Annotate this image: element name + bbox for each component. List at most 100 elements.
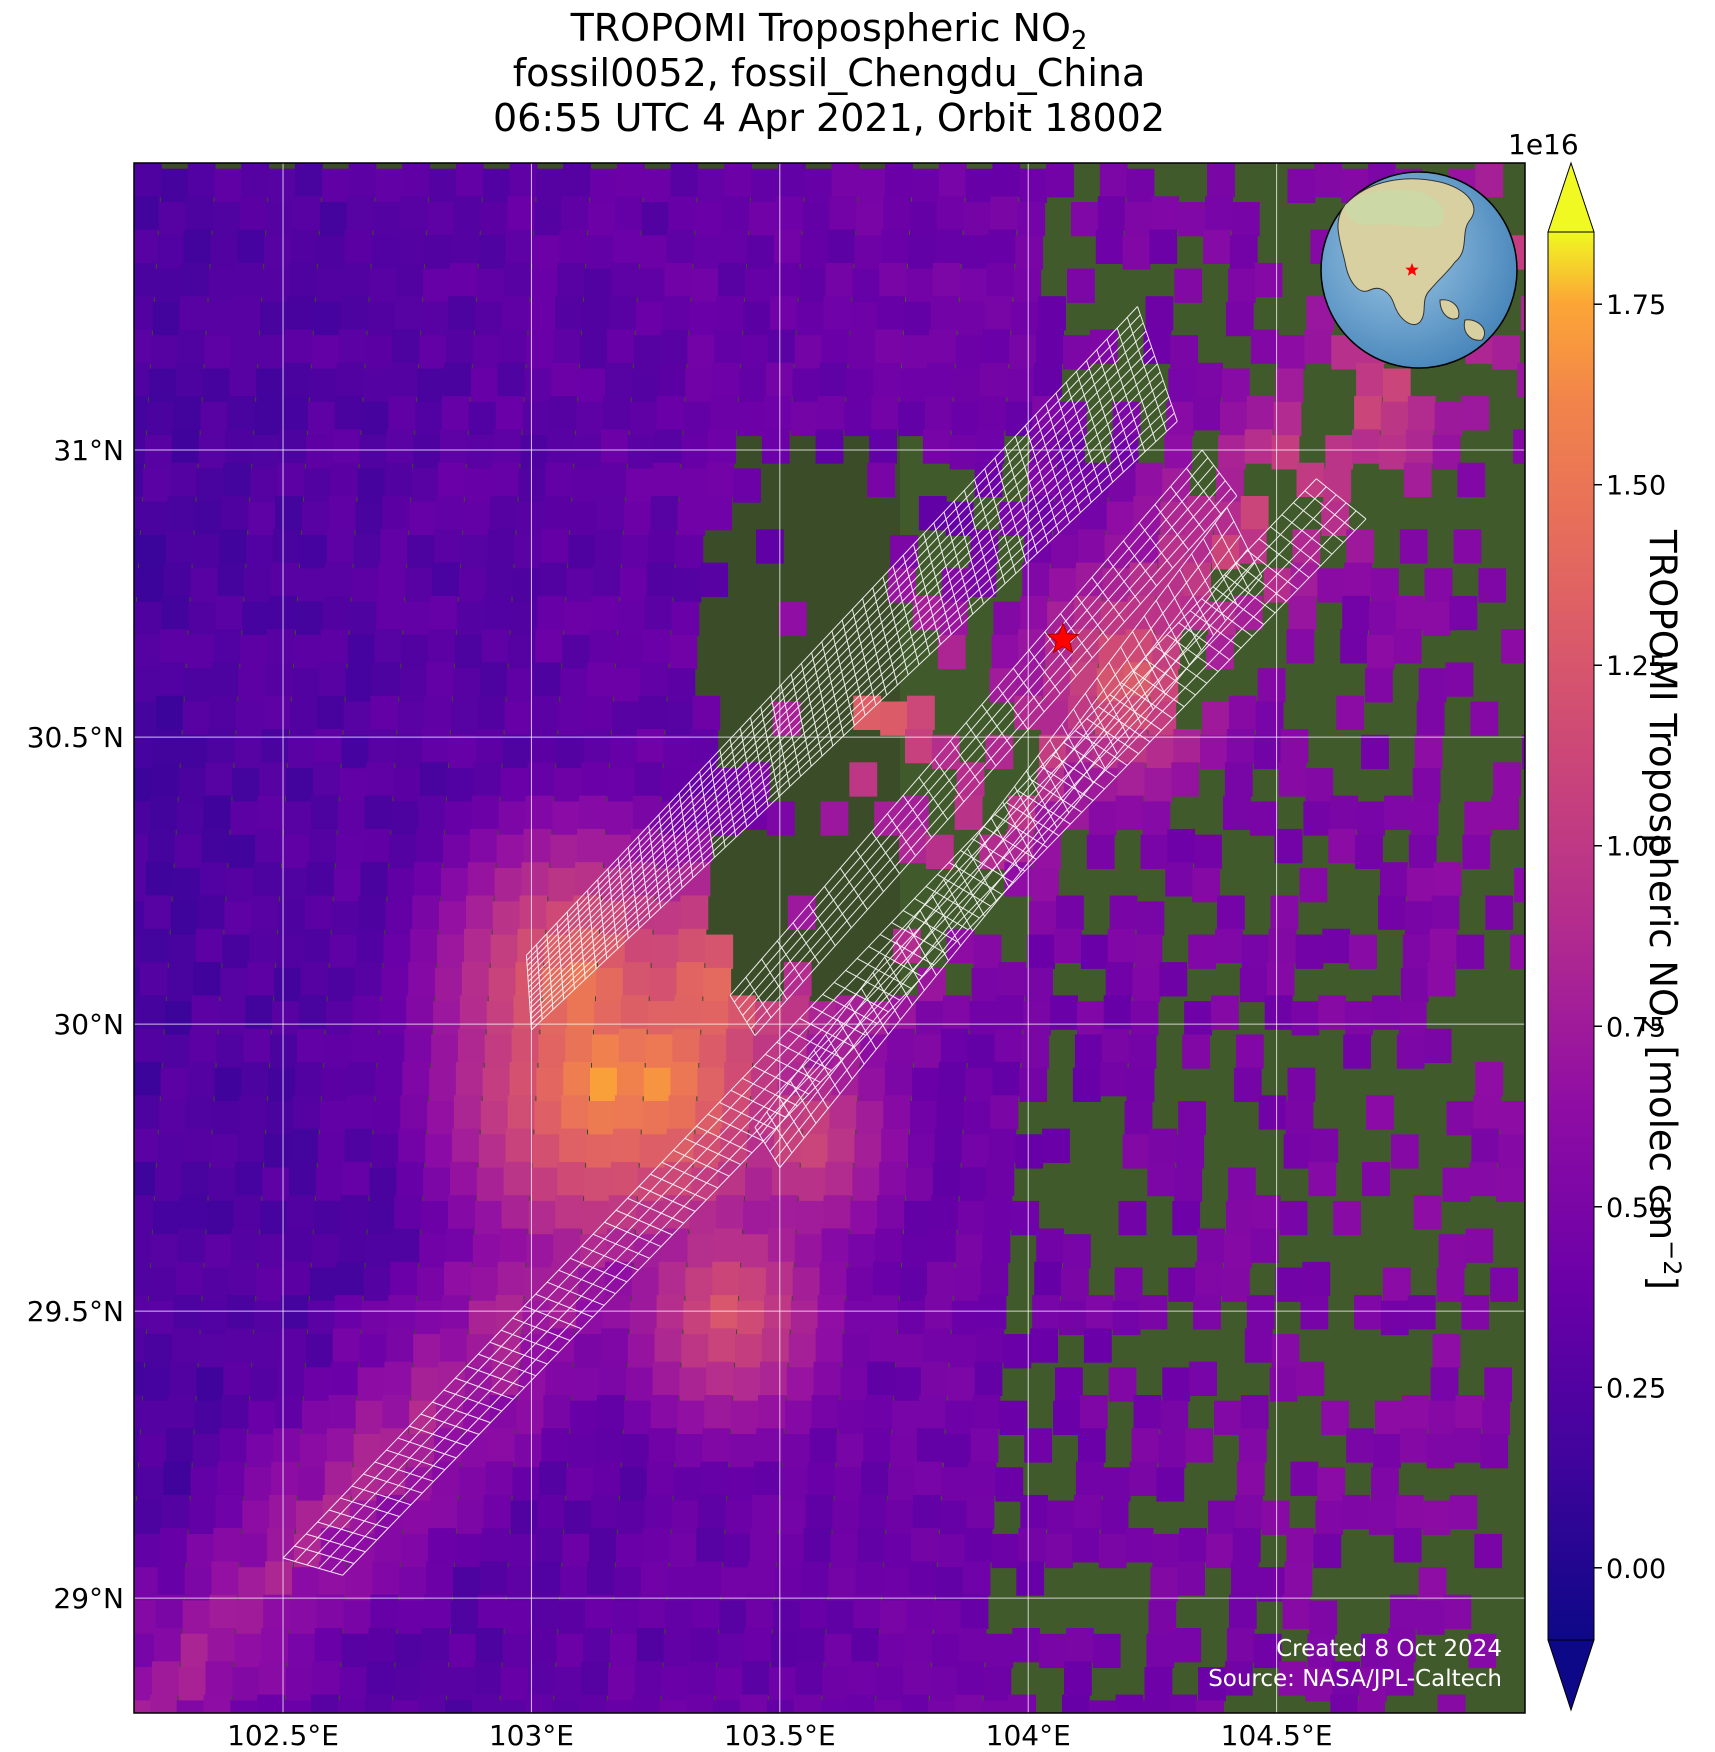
no2-pixel <box>850 1200 879 1236</box>
no2-pixel <box>430 1494 458 1530</box>
no2-pixel <box>334 1295 363 1330</box>
no2-pixel <box>434 529 462 564</box>
no2-pixel <box>653 901 682 936</box>
no2-pixel <box>260 1200 288 1236</box>
no2-pixel <box>440 1328 468 1363</box>
no2-pixel <box>134 429 146 464</box>
no2-pixel <box>581 1661 609 1696</box>
no2-pixel <box>749 202 777 237</box>
no2-pixel <box>926 1734 954 1752</box>
no2-pixel <box>679 468 708 503</box>
no2-pixel <box>1077 529 1106 564</box>
no2-pixel <box>613 1567 642 1602</box>
no2-pixel <box>121 1734 149 1752</box>
no2-pixel <box>824 1633 853 1669</box>
no2-pixel <box>788 1334 817 1369</box>
no2-pixel <box>363 1267 392 1302</box>
no2-pixel <box>652 1361 681 1396</box>
no2-pixel <box>670 163 699 198</box>
no2-pixel <box>94 1728 122 1752</box>
no2-pixel <box>163 562 192 597</box>
no2-pixel <box>437 934 465 969</box>
no2-pixel <box>153 729 182 764</box>
no2-pixel <box>149 1694 178 1713</box>
no2-pixel <box>1253 734 1282 770</box>
no2-pixel <box>452 668 481 703</box>
no2-pixel <box>396 262 425 298</box>
no2-pixel <box>1464 801 1493 836</box>
no2-pixel <box>1195 362 1223 398</box>
no2-pixel <box>480 1101 509 1136</box>
no2-pixel <box>205 1661 234 1696</box>
no2-pixel <box>181 262 210 298</box>
no2-pixel <box>240 634 269 670</box>
no2-pixel <box>1257 1567 1286 1602</box>
no2-pixel <box>1107 928 1136 964</box>
no2-pixel <box>256 1267 284 1302</box>
no2-pixel <box>1433 862 1462 897</box>
no2-pixel <box>397 1600 426 1635</box>
no2-pixel <box>931 1633 960 1669</box>
no2-pixel <box>284 1700 312 1713</box>
no2-pixel <box>606 329 635 364</box>
no2-pixel <box>846 368 875 403</box>
no2-pixel <box>420 1661 448 1696</box>
no2-pixel <box>161 595 190 631</box>
no2-pixel <box>605 1700 634 1713</box>
no2-pixel <box>1024 1428 1052 1463</box>
no2-pixel <box>467 862 496 897</box>
no2-pixel <box>627 435 656 470</box>
no2-pixel <box>882 1567 910 1602</box>
no2-pixel <box>273 1428 301 1463</box>
no2-pixel <box>521 862 550 897</box>
no2-pixel <box>823 296 852 331</box>
no2-pixel <box>754 1461 782 1496</box>
no2-pixel <box>1266 962 1295 997</box>
no2-pixel <box>182 1600 211 1635</box>
no2-pixel <box>553 1228 582 1263</box>
no2-pixel <box>577 1728 605 1752</box>
no2-pixel <box>1208 1500 1236 1535</box>
no2-pixel <box>613 668 642 703</box>
no2-pixel <box>157 1561 186 1596</box>
no2-pixel <box>1239 967 1268 1003</box>
no2-pixel <box>640 662 669 697</box>
lat-lon-gridlines <box>134 163 1525 1713</box>
source-credit: Source: NASA/JPL-Caltech <box>1208 1666 1502 1692</box>
no2-pixel <box>1273 401 1302 437</box>
no2-pixel <box>778 601 807 636</box>
no2-pixel <box>210 1134 239 1169</box>
no2-pixel <box>725 1500 753 1535</box>
no2-pixel <box>967 1034 996 1069</box>
no2-pixel <box>1404 901 1433 936</box>
no2-pixel <box>164 1001 193 1036</box>
no2-pixel <box>134 1361 144 1396</box>
no2-pixel <box>1225 1200 1254 1236</box>
no2-pixel <box>148 1728 176 1752</box>
no2-pixel <box>80 1062 108 1096</box>
no2-pixel <box>366 762 395 797</box>
no2-pixel <box>566 568 594 603</box>
no2-pixel <box>675 1434 704 1469</box>
no2-pixel <box>519 895 548 930</box>
no2-pixel <box>624 928 653 964</box>
no2-pixel <box>477 695 506 730</box>
no2-pixel <box>976 1328 1005 1363</box>
no2-pixel <box>721 1567 749 1602</box>
colorbar-tick-label: 1.75 <box>1606 290 1666 321</box>
no2-pixel <box>625 468 654 503</box>
no2-pixel <box>332 429 361 464</box>
no2-pixel <box>141 1400 169 1435</box>
no2-pixel <box>229 1261 258 1297</box>
no2-pixel <box>696 1528 725 1563</box>
no2-pixel <box>1355 834 1383 869</box>
no2-pixel <box>634 1661 663 1696</box>
no2-pixel <box>358 895 387 930</box>
no2-pixel <box>681 435 710 470</box>
no2-pixel <box>428 629 456 664</box>
no2-pixel <box>1375 1400 1403 1435</box>
no2-pixel <box>692 695 721 730</box>
no2-pixel <box>165 529 194 564</box>
no2-pixel <box>800 1134 829 1169</box>
no2-pixel <box>303 468 332 503</box>
